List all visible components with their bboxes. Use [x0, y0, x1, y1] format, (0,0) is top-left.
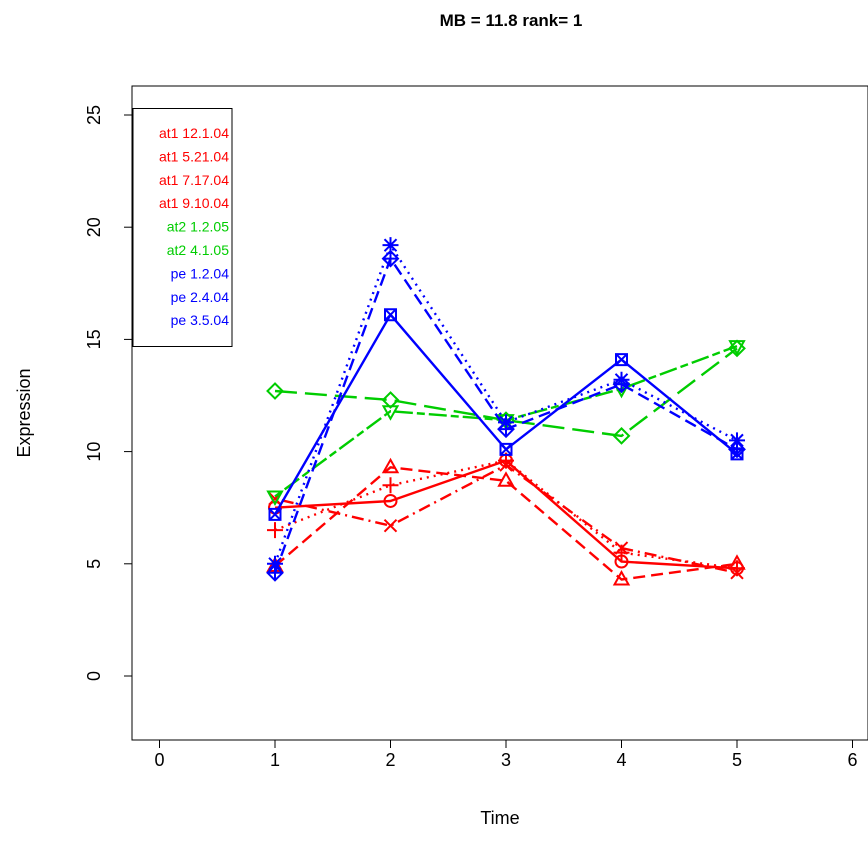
data-point	[383, 518, 398, 533]
legend-entry: at1 5.21.04	[159, 148, 229, 164]
x-axis: 0 1 2 3 4 5 6	[154, 739, 858, 770]
data-point	[612, 569, 631, 586]
series-line	[273, 243, 738, 565]
legend-entry: pe 3.5.04	[171, 312, 230, 328]
legend-entry: at1 9.10.04	[159, 195, 229, 211]
y-tick-label: 5	[84, 559, 104, 569]
series-line	[274, 459, 738, 570]
x-tick-label: 6	[847, 750, 857, 770]
x-tick-label: 4	[616, 750, 626, 770]
x-tick-label: 0	[154, 750, 164, 770]
data-point	[499, 458, 513, 472]
x-tick-label: 2	[385, 750, 395, 770]
data-point	[383, 493, 398, 508]
data-point	[615, 353, 628, 367]
y-axis-label: Expression	[14, 368, 34, 457]
series-9	[267, 237, 745, 572]
x-tick-label: 3	[501, 750, 511, 770]
data-point	[381, 405, 400, 421]
data-point	[498, 414, 514, 431]
legend-entry: at2 4.1.05	[167, 242, 229, 258]
x-tick-label: 5	[732, 750, 742, 770]
data-point	[267, 555, 283, 572]
chart-title: MB = 11.8 rank= 1	[440, 11, 583, 30]
data-point	[382, 237, 399, 254]
data-point	[614, 541, 629, 555]
legend-entry: at2 1.2.05	[167, 219, 229, 235]
series-line	[274, 459, 738, 570]
data-point	[382, 477, 399, 494]
x-axis-label: Time	[480, 808, 519, 828]
data-point	[268, 507, 282, 521]
data-point	[613, 371, 630, 388]
legend-entry: pe 2.4.04	[171, 289, 230, 305]
data-point	[381, 249, 400, 268]
legend-box	[132, 108, 233, 347]
legend: at1 12.1.04 at1 5.21.04 at1 7.17.04 at1 9.1…	[132, 108, 233, 347]
series-2	[266, 457, 746, 586]
data-point	[730, 566, 744, 580]
legend-entry: at1 12.1.04	[159, 125, 229, 141]
legend-entry: at1 7.17.04	[159, 172, 229, 188]
data-point	[497, 471, 515, 487]
data-point	[384, 308, 397, 322]
data-point	[266, 382, 284, 400]
data-point	[266, 490, 284, 507]
data-point	[612, 426, 631, 445]
data-point	[381, 457, 400, 474]
x-tick-label: 1	[270, 750, 280, 770]
series-line	[274, 466, 738, 581]
data-point	[499, 442, 513, 456]
y-tick-label: 10	[84, 442, 104, 462]
data-point	[267, 522, 283, 539]
data-point	[729, 432, 745, 449]
series-line	[274, 463, 738, 574]
data-point	[728, 340, 746, 356]
data-point	[381, 391, 400, 409]
y-axis: 0 5 10 15 20 25	[84, 105, 133, 681]
y-tick-label: 15	[84, 329, 104, 349]
series-4	[268, 458, 744, 580]
y-tick-label: 25	[84, 105, 104, 125]
series-layer	[266, 237, 746, 586]
y-tick-label: 20	[84, 217, 104, 237]
y-tick-label: 0	[84, 671, 104, 681]
legend-entry: pe 1.2.04	[171, 265, 230, 281]
